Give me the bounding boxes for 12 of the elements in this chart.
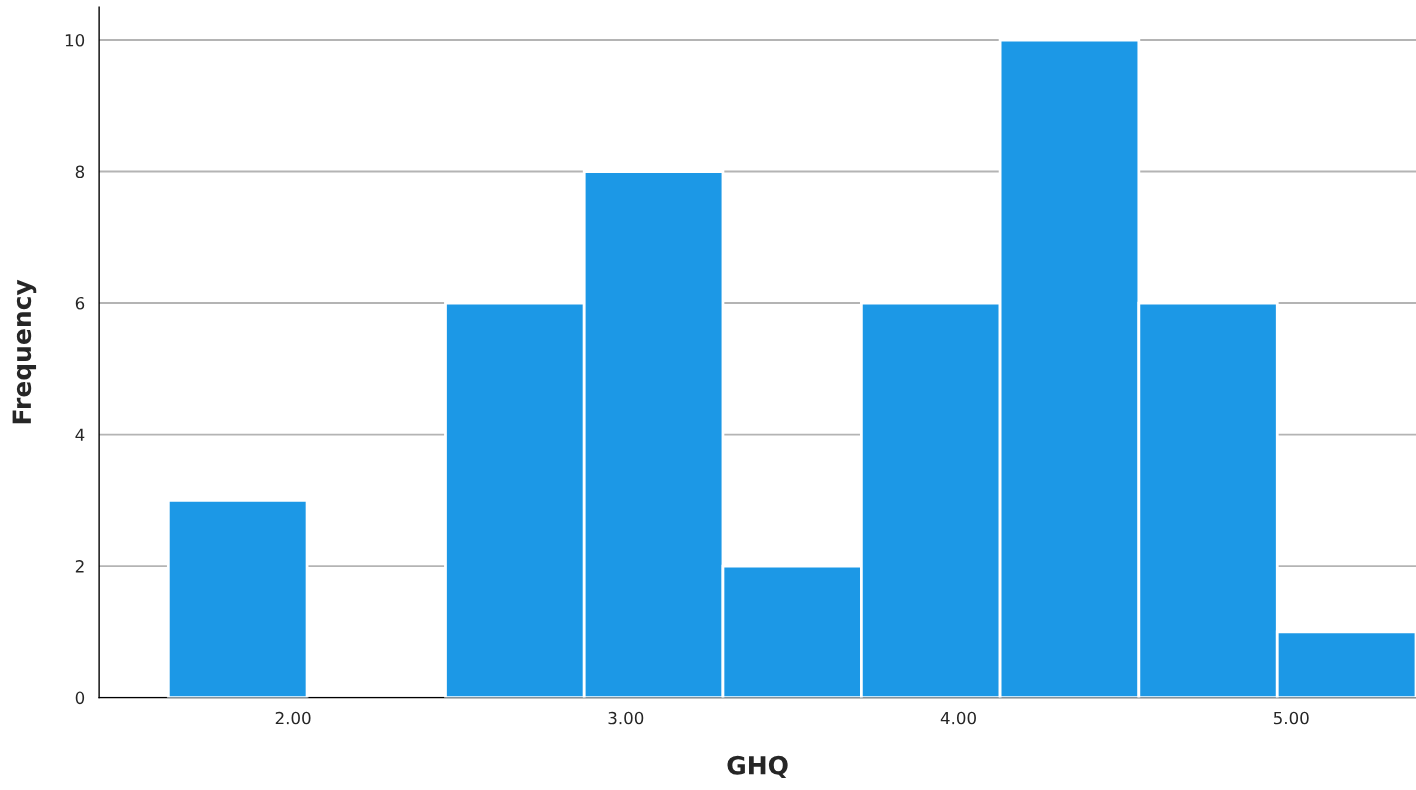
y-tick-label: 10 — [65, 33, 85, 47]
y-tick-label: 2 — [75, 560, 84, 573]
y-tick-label: 0 — [75, 691, 85, 705]
x-tick-label: 4.00 — [940, 711, 976, 725]
y-tick-label: 6 — [75, 296, 85, 310]
x-tick-label: 3.00 — [608, 711, 644, 725]
x-tick-label: 2.00 — [275, 711, 311, 725]
y-tick-label: 8 — [75, 165, 85, 179]
x-tick-label: 5.00 — [1273, 711, 1309, 725]
y-axis-title: Frequency — [12, 279, 37, 424]
x-axis-title: GHQ — [727, 755, 788, 779]
y-tick-label: 4 — [75, 428, 85, 441]
